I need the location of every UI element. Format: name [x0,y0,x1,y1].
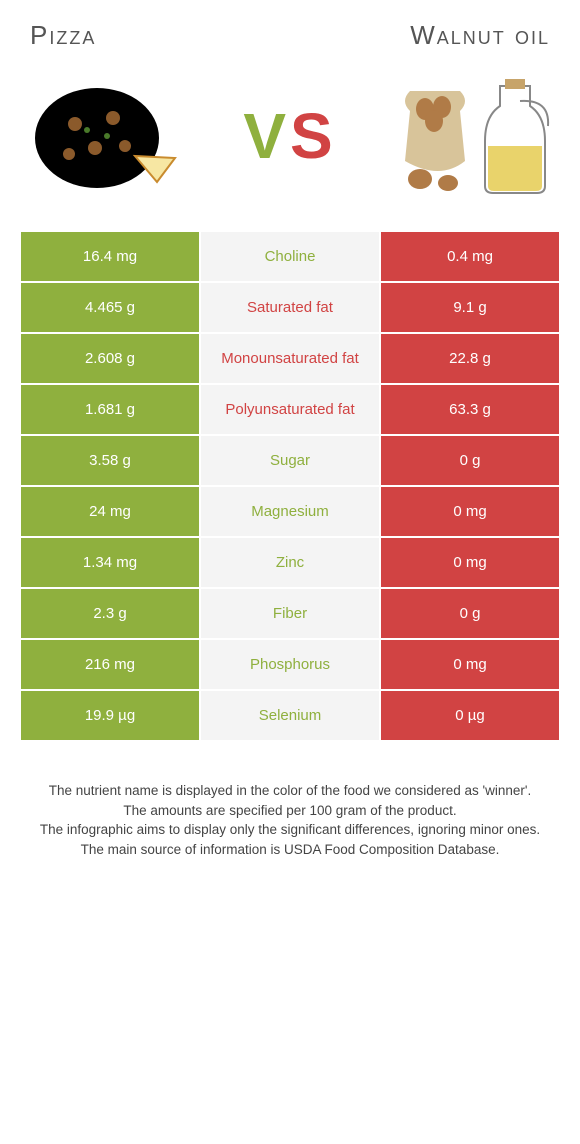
walnut-oil-image [390,71,560,201]
nutrient-label: Choline [200,231,380,282]
right-value: 0 µg [380,690,560,741]
table-row: 16.4 mgCholine0.4 mg [20,231,560,282]
food-right-title: Walnut oil [410,20,550,51]
left-value: 19.9 µg [20,690,200,741]
table-row: 19.9 µgSelenium0 µg [20,690,560,741]
right-value: 0.4 mg [380,231,560,282]
left-value: 3.58 g [20,435,200,486]
pizza-image [20,71,190,201]
header: Pizza Walnut oil [0,0,580,61]
table-row: 24 mgMagnesium0 mg [20,486,560,537]
table-row: 2.608 gMonounsaturated fat22.8 g [20,333,560,384]
footnote-line: The infographic aims to display only the… [30,820,550,840]
right-value: 0 mg [380,537,560,588]
vs-v: V [243,100,290,172]
right-value: 0 g [380,588,560,639]
table-row: 4.465 gSaturated fat9.1 g [20,282,560,333]
left-value: 2.608 g [20,333,200,384]
nutrient-label: Zinc [200,537,380,588]
table-row: 2.3 gFiber0 g [20,588,560,639]
right-value: 0 mg [380,639,560,690]
right-value: 22.8 g [380,333,560,384]
food-left-title: Pizza [30,20,96,51]
table-row: 216 mgPhosphorus0 mg [20,639,560,690]
right-value: 63.3 g [380,384,560,435]
footnote-line: The amounts are specified per 100 gram o… [30,801,550,821]
left-value: 216 mg [20,639,200,690]
left-value: 24 mg [20,486,200,537]
footnote-line: The main source of information is USDA F… [30,840,550,860]
left-value: 2.3 g [20,588,200,639]
left-value: 16.4 mg [20,231,200,282]
footnote: The nutrient name is displayed in the co… [30,781,550,859]
right-value: 0 mg [380,486,560,537]
nutrient-table: 16.4 mgCholine0.4 mg4.465 gSaturated fat… [20,231,560,741]
nutrient-label: Phosphorus [200,639,380,690]
nutrient-label: Sugar [200,435,380,486]
left-value: 1.34 mg [20,537,200,588]
left-value: 4.465 g [20,282,200,333]
nutrient-label: Selenium [200,690,380,741]
infographic: Pizza Walnut oil VS [0,0,580,859]
nutrient-label: Fiber [200,588,380,639]
nutrient-label: Magnesium [200,486,380,537]
nutrient-label: Saturated fat [200,282,380,333]
vs-s: S [290,100,337,172]
table-row: 1.681 gPolyunsaturated fat63.3 g [20,384,560,435]
right-value: 9.1 g [380,282,560,333]
images-row: VS [0,61,580,231]
nutrient-label: Polyunsaturated fat [200,384,380,435]
table-row: 1.34 mgZinc0 mg [20,537,560,588]
left-value: 1.681 g [20,384,200,435]
vs-label: VS [243,99,336,173]
right-value: 0 g [380,435,560,486]
nutrient-label: Monounsaturated fat [200,333,380,384]
footnote-line: The nutrient name is displayed in the co… [30,781,550,801]
table-row: 3.58 gSugar0 g [20,435,560,486]
